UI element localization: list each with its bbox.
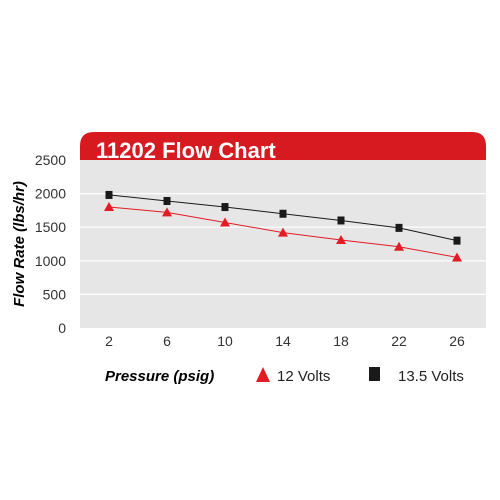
legend-label-12-volts: 12 Volts	[277, 368, 330, 385]
legend-marker-12-volts	[256, 367, 270, 382]
point-12-volts-14	[278, 227, 288, 237]
point-13-5-volts-2	[105, 190, 113, 199]
point-12-volts-26	[452, 252, 462, 262]
legend-marker-13-5-volts	[369, 367, 380, 381]
x-tick-22: 22	[391, 333, 407, 349]
y-tick-1500: 1500	[35, 219, 66, 235]
x-tick-26: 26	[449, 333, 465, 349]
x-tick-labels: 2 6 10 14 18 22 26	[105, 333, 465, 349]
chart-title-banner	[80, 132, 486, 160]
y-tick-0: 0	[58, 320, 66, 336]
point-13-5-volts-14	[279, 209, 287, 218]
point-12-volts-18	[336, 234, 346, 244]
point-13-5-volts-10	[221, 203, 229, 212]
y-tick-500: 500	[43, 286, 67, 302]
y-tick-1000: 1000	[35, 253, 66, 269]
point-12-volts-6	[162, 207, 172, 217]
series-markers	[104, 190, 462, 262]
x-tick-14: 14	[275, 333, 291, 349]
point-12-volts-2	[104, 202, 114, 212]
y-axis-label: Flow Rate (lbs/hr)	[11, 181, 28, 307]
y-tick-labels: 0 500 1000 1500 2000 2500	[35, 152, 66, 336]
y-tick-2500: 2500	[35, 152, 66, 168]
plot-area	[80, 160, 486, 328]
x-tick-2: 2	[105, 333, 113, 349]
point-12-volts-10	[220, 217, 230, 227]
chart-title: 11202 Flow Chart	[96, 138, 276, 163]
legend: 12 Volts 13.5 Volts	[256, 367, 464, 385]
point-13-5-volts-22	[395, 223, 403, 232]
point-13-5-volts-26	[453, 236, 461, 245]
x-tick-10: 10	[217, 333, 233, 349]
x-tick-6: 6	[163, 333, 171, 349]
legend-label-13-5-volts: 13.5 Volts	[398, 368, 464, 385]
point-12-volts-22	[394, 241, 404, 251]
x-tick-18: 18	[333, 333, 349, 349]
point-13-5-volts-6	[163, 196, 171, 205]
y-tick-2000: 2000	[35, 186, 66, 202]
gridlines	[80, 193, 486, 295]
point-13-5-volts-18	[337, 216, 345, 225]
x-axis-label: Pressure (psig)	[105, 368, 214, 385]
